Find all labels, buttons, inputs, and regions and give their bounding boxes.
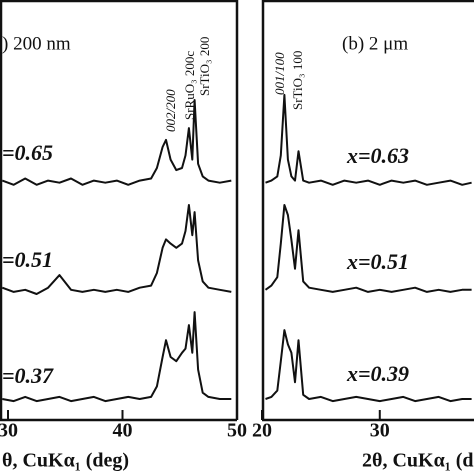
series-label: =0.51: [2, 247, 53, 272]
series-label: =0.65: [2, 140, 53, 165]
x-tick-label: 20: [252, 420, 272, 442]
panel-title: (b) 2 μm: [342, 33, 408, 54]
data-line: [265, 93, 472, 186]
data-line: [265, 329, 472, 403]
x-tick-label: 40: [113, 420, 133, 442]
peak-annotation: SrTiO₃ 100: [290, 51, 305, 110]
data-line: [1, 99, 232, 186]
series-label: x=0.39: [346, 361, 409, 386]
data-line: [264, 204, 472, 293]
x-tick-label: 50: [227, 420, 247, 442]
x-tick-label: 30: [370, 420, 390, 442]
x-tick-label: 30: [0, 420, 18, 442]
panel-title: ) 200 nm: [2, 33, 71, 54]
series-label: x=0.63: [346, 143, 409, 168]
x-axis-label: θ, CuKα₁ (deg): [2, 450, 129, 472]
series-label: x=0.51: [346, 249, 409, 274]
x-axis-label: 2θ, CuKα₁ (deg: [362, 450, 474, 472]
peak-annotation: 001/100: [272, 52, 287, 95]
data-line: [2, 311, 232, 403]
data-line: [1, 204, 232, 295]
peak-annotation: SrRuO₃ 200c: [182, 51, 197, 120]
peak-annotation: 002/200: [163, 89, 178, 132]
peak-annotation: SrTiO₃ 200: [197, 37, 212, 96]
series-label: =0.37: [2, 363, 54, 388]
